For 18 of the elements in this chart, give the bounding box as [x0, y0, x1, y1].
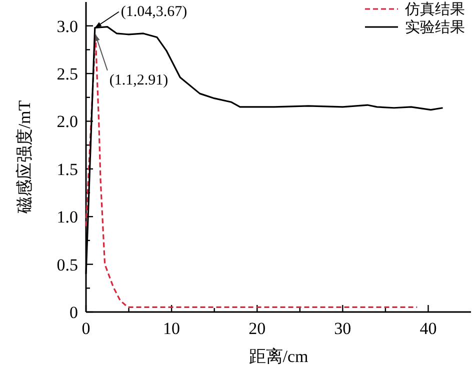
- x-tick-label: 10: [163, 319, 180, 338]
- x-tick-label: 20: [248, 319, 266, 338]
- x-tick-label: 0: [82, 319, 90, 338]
- y-tick-label: 2.0: [56, 112, 78, 132]
- y-tick-label: 2.5: [56, 64, 78, 84]
- x-axis-title: 距离/cm: [248, 347, 308, 366]
- y-tick-label: 1.5: [56, 160, 78, 179]
- annotation: (1.1,2.91): [109, 72, 168, 88]
- legend-label: 仿真结果: [404, 1, 465, 18]
- y-tick-label: 0: [70, 303, 78, 322]
- y-tick-label: 3.0: [56, 16, 78, 36]
- y-axis-title: 磁感应强度/mT: [15, 100, 34, 215]
- x-tick-label: 40: [420, 319, 437, 338]
- legend-label: 实验结果: [405, 19, 465, 36]
- y-tick-label: 0.5: [56, 255, 78, 274]
- y-tick-label: 1.0: [56, 208, 78, 227]
- annotation: (1.04,3.67): [120, 4, 188, 20]
- x-tick-label: 30: [334, 319, 352, 338]
